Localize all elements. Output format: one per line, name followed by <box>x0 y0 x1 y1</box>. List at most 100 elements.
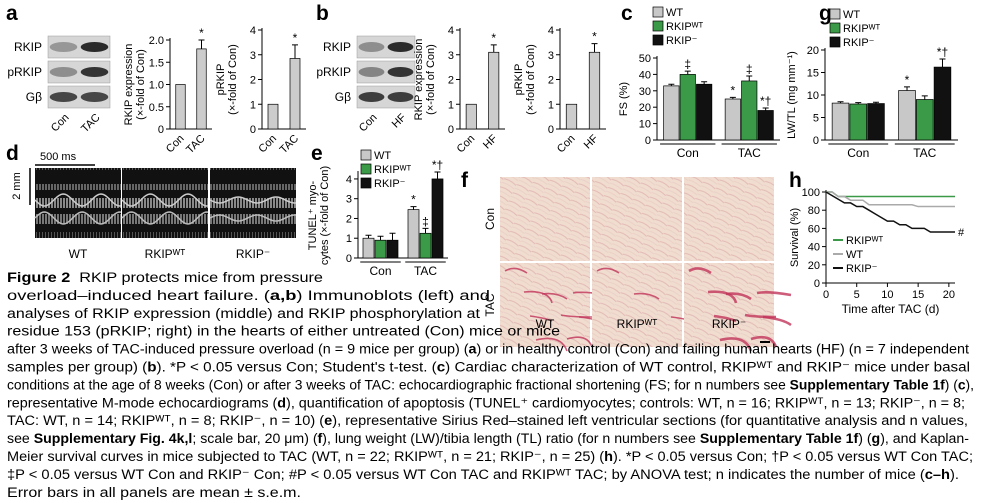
caption-text: ) Cardiac characterization of WT control… <box>445 360 970 375</box>
caption-text: TAC: WT, n = 14; RKIPᵂᵀ, n = 8; RKIP⁻, n… <box>7 413 325 428</box>
legend-label: WT <box>843 9 860 21</box>
y-tick-label: 0 <box>813 135 819 147</box>
legend-label: RKIP⁻ <box>666 35 698 47</box>
blot-row-label: pRKIP <box>7 65 42 79</box>
y-axis-label: (×-fold of Con) <box>135 49 147 120</box>
x-tick-label: Con <box>369 264 391 278</box>
x-tick-label: HF <box>582 132 601 151</box>
legend-swatch <box>652 6 664 18</box>
fibrosis <box>713 314 737 323</box>
panel-label: c <box>621 2 633 25</box>
fibrosis <box>566 336 593 348</box>
blot-strip <box>356 85 416 109</box>
legend-swatch <box>652 20 664 32</box>
y-tick-label: 50 <box>639 53 651 65</box>
blot-strip <box>356 35 416 59</box>
bar <box>741 80 758 141</box>
significance-mark: * <box>199 26 204 40</box>
y-tick-label: 2.0 <box>149 35 164 47</box>
echo-label: WT <box>69 247 88 261</box>
fibrosis <box>523 290 553 304</box>
legend-label: RKIP⁻ <box>843 37 875 49</box>
bar <box>386 239 399 259</box>
bar <box>407 209 420 259</box>
error-bar <box>855 102 862 104</box>
caption-text: ; scale bar, 20 μm) ( <box>192 431 318 446</box>
histology-col-label: RKIP⁻ <box>712 317 746 331</box>
blot-band <box>358 92 385 102</box>
fibrosis <box>633 292 660 300</box>
histology-image <box>684 263 774 347</box>
error-bar <box>377 235 384 241</box>
caption-text: Error bars in all panels are mean ± s.e.… <box>7 485 301 500</box>
significance-mark: # <box>958 227 965 239</box>
significance-mark: ‡ <box>684 57 691 71</box>
y-tick-label: 80 <box>808 205 820 217</box>
caption-line: after 3 weeks of TAC-induced pressure ov… <box>7 342 969 357</box>
bar <box>867 103 885 141</box>
caption-bold: g <box>872 431 881 446</box>
caption-text: residue 153 (pRKIP; right) in the hearts… <box>7 324 560 339</box>
caption-text: RKIP protects mice from pressure <box>70 270 323 285</box>
caption-bold: h <box>604 449 613 464</box>
bar <box>898 90 916 141</box>
legend-label: WT <box>374 150 391 162</box>
y-tick-label: 0 <box>645 135 651 147</box>
x-tick-label: TAC <box>184 133 208 157</box>
blot-row-label: Gβ <box>335 90 351 104</box>
legend-swatch <box>360 149 372 161</box>
y-tick-label: 4 <box>548 25 554 37</box>
legend-swatch <box>829 22 841 34</box>
x-tick-label: Con <box>677 146 699 160</box>
y-axis-label: TUNEL⁺ myo- <box>307 180 319 250</box>
fibrosis <box>688 267 712 275</box>
blot-band <box>49 42 78 52</box>
error-bar <box>701 81 708 85</box>
fibrosis <box>529 315 553 322</box>
error-bar <box>434 171 441 179</box>
echo-wall <box>209 196 297 204</box>
error-bar <box>422 227 429 234</box>
blot-band <box>358 42 385 52</box>
caption-bold: e <box>324 413 333 428</box>
x-tick-label: Con <box>555 133 578 156</box>
survival-curve <box>825 191 955 233</box>
caption-text: see <box>7 431 34 446</box>
blot-band <box>49 92 78 102</box>
caption-bold: c <box>437 360 446 375</box>
legend-label: RKIPᵂᵀ <box>846 235 884 247</box>
blot-lane-label: Con <box>49 112 72 135</box>
panel-label: g <box>819 2 832 25</box>
x-tick-label: TAC <box>278 133 302 157</box>
histology-image <box>592 263 682 347</box>
y-tick-label: 0 <box>448 124 454 136</box>
histology-col-label: WT <box>536 317 555 331</box>
fibrosis <box>750 335 778 348</box>
y-axis-label: RKIP expression <box>413 39 425 121</box>
x-tick-label: 10 <box>881 289 893 301</box>
caption-bold: d <box>277 395 286 410</box>
survival-curve <box>826 191 955 198</box>
x-tick-label: 20 <box>943 289 955 301</box>
y-tick-label: 20 <box>807 45 819 57</box>
caption-line: overload–induced heart failure. (a,b) Im… <box>7 288 490 303</box>
caption-line: Meier survival curves in mice subjected … <box>7 449 973 464</box>
y-tick-label: 0 <box>346 253 352 265</box>
bar <box>419 232 432 259</box>
y-tick-label: 30 <box>639 86 651 98</box>
blot-strip <box>47 35 111 59</box>
significance-mark: * <box>905 73 910 87</box>
histology-row-label: Con <box>483 208 497 230</box>
y-tick-label: 3 <box>448 50 454 62</box>
legend-label: RKIPᵂᵀ <box>374 164 412 176</box>
caption-bold: c <box>958 377 966 392</box>
x-tick-label: TAC <box>738 146 761 160</box>
legend-label: RKIPᵂᵀ <box>666 21 704 33</box>
bar <box>565 103 578 130</box>
histology-image <box>684 177 774 261</box>
blot-row-label: pRKIP <box>316 65 351 79</box>
blot-row-label: RKIP <box>14 40 42 54</box>
bar <box>588 51 601 130</box>
histology-col-label: RKIPᵂᵀ <box>617 317 658 331</box>
